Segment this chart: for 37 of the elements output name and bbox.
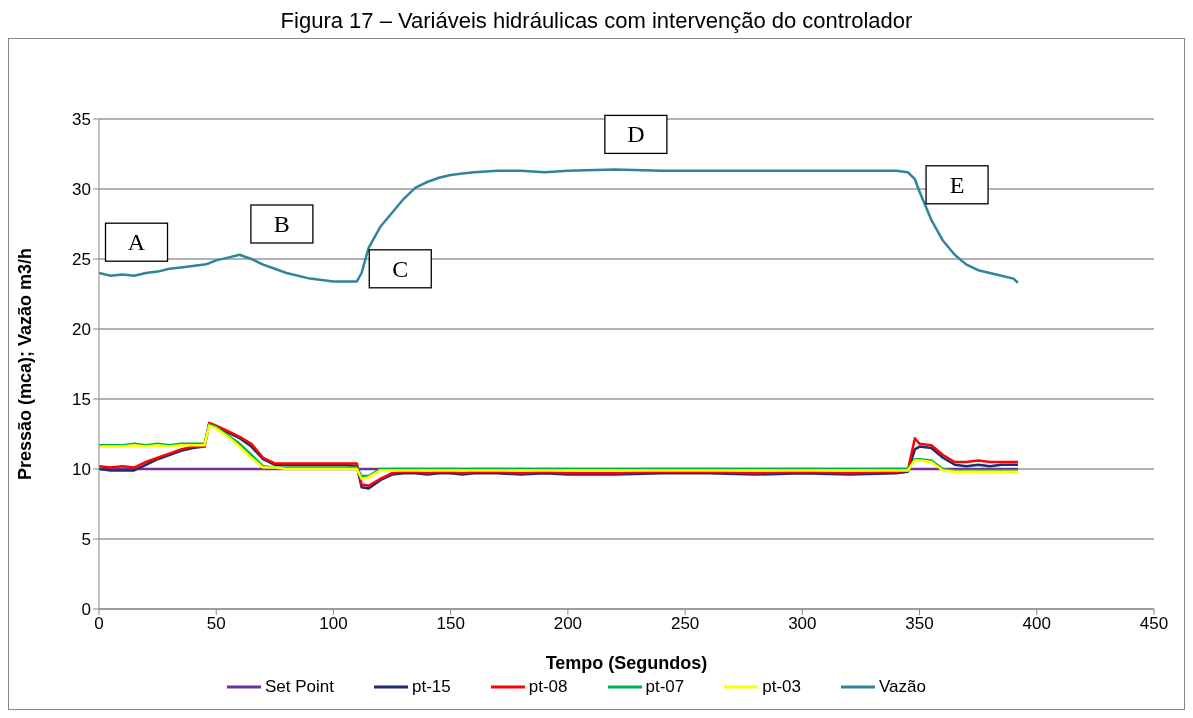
legend-label: pt-08 [528, 677, 568, 697]
x-tick-label: 350 [905, 614, 934, 634]
annotation: D [627, 121, 645, 148]
legend-label: Vazão [879, 677, 926, 697]
annotation: B [273, 211, 290, 237]
letter-box: C [368, 249, 432, 289]
y-tick-label: 25 [72, 250, 91, 270]
annotation: C [392, 255, 409, 282]
x-tick-label: 50 [206, 614, 226, 634]
annotation: A [127, 229, 146, 256]
letter-box: D [604, 114, 668, 155]
x-tick-label: 400 [1022, 614, 1051, 634]
x-tick-label: 0 [94, 614, 104, 634]
y-tick-label: 5 [81, 530, 91, 550]
y-tick-label: 10 [72, 460, 91, 480]
x-tick-label: 450 [1139, 614, 1169, 634]
y-tick-label: 0 [81, 600, 91, 620]
y-tick-label: 35 [72, 110, 91, 130]
x-tick-label: 250 [670, 614, 700, 634]
y-axis-title: Pressão (mca); Vazão m3/h [15, 247, 36, 481]
x-tick-label: 300 [788, 614, 817, 634]
legend-label: pt-07 [645, 677, 685, 697]
chart-title: Figura 17 – Variáveis hidráulicas com intervenção do controlador [279, 8, 914, 35]
letter-box: B [250, 204, 314, 244]
legend-label: pt-15 [412, 677, 451, 697]
x-tick-label: 200 [553, 614, 583, 634]
annotation: E [949, 171, 965, 198]
letter-box: E [925, 165, 989, 205]
y-tick-label: 30 [72, 180, 91, 200]
y-tick-label: 15 [72, 390, 91, 410]
legend-label: pt-03 [762, 677, 802, 697]
letter-box: A [104, 222, 169, 262]
y-tick-label: 20 [72, 320, 91, 340]
x-axis-title: Tempo (Segundos) [545, 653, 708, 673]
x-tick-label: 150 [436, 614, 465, 634]
x-tick-label: 100 [319, 614, 348, 634]
legend-label: Set Point [265, 677, 335, 697]
